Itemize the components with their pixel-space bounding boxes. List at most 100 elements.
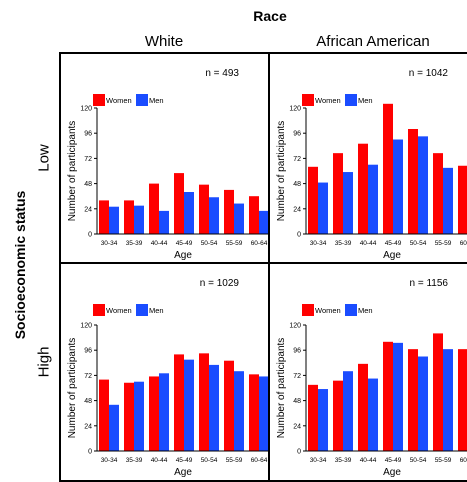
sample-size-label: n = 1042 <box>409 68 449 79</box>
bar-men <box>418 136 428 234</box>
legend-swatch-men <box>136 304 148 316</box>
legend-swatch-men <box>345 94 357 106</box>
panel-high-african-american: n = 1156 Women Men 30-34 35-39 40-44 45-49 50-5… <box>268 262 467 482</box>
bar-men <box>109 404 119 451</box>
legend-label-men: Men <box>358 96 373 105</box>
bar-women <box>124 200 134 234</box>
bar-women <box>124 382 134 451</box>
y-tick-label: 72 <box>293 156 301 163</box>
legend-label-men: Men <box>149 96 164 105</box>
bar-men <box>184 359 194 451</box>
bar-men <box>159 373 169 451</box>
x-tick-label: 35-39 <box>335 240 352 247</box>
bar-women <box>358 143 368 234</box>
y-axis-title: Number of participants <box>276 338 287 439</box>
row-header-high: High <box>35 346 53 378</box>
x-tick-label: 35-39 <box>335 457 352 464</box>
x-tick-label: 30-34 <box>101 240 118 247</box>
legend-label-women: Women <box>106 96 132 105</box>
bar-women <box>249 196 259 234</box>
x-tick-label: 40-44 <box>151 240 168 247</box>
bar-women <box>408 349 418 451</box>
bar-women <box>99 379 109 451</box>
y-tick-label: 120 <box>289 323 301 330</box>
bar-men <box>318 389 328 451</box>
legend-label-women: Women <box>106 306 132 315</box>
x-tick-label: 55-59 <box>226 457 243 464</box>
bar-men <box>234 203 244 234</box>
bar-chart-svg: n = 1156 Women Men 30-34 35-39 40-44 45-49 50-5… <box>276 278 467 478</box>
bar-men <box>393 139 403 234</box>
legend-swatch-men <box>136 94 148 106</box>
x-tick-label: 30-34 <box>101 457 118 464</box>
x-axis-title: Age <box>174 250 192 261</box>
x-tick-label: 45-49 <box>385 240 402 247</box>
x-tick-label: 55-59 <box>226 240 243 247</box>
y-tick-label: 0 <box>88 449 92 456</box>
bar-women <box>224 189 234 234</box>
bar-women <box>99 200 109 234</box>
bar-men <box>159 210 169 234</box>
y-tick-label: 120 <box>80 106 92 113</box>
bar-men <box>134 381 144 451</box>
x-axis-title: Age <box>383 467 401 478</box>
bar-women <box>249 374 259 451</box>
bar-women <box>308 166 318 234</box>
bar-women <box>458 165 467 234</box>
x-tick-label: 35-39 <box>126 240 143 247</box>
bar-women <box>333 153 343 234</box>
legend-label-women: Women <box>315 306 341 315</box>
y-tick-label: 96 <box>293 131 301 138</box>
y-tick-label: 0 <box>297 232 301 239</box>
y-tick-label: 0 <box>297 449 301 456</box>
bar-chart-svg: n = 1029 Women Men 30-34 35-39 40-44 45-49 50-5… <box>67 278 268 478</box>
bar-men <box>209 197 219 234</box>
bar-men <box>259 210 268 234</box>
y-tick-label: 96 <box>84 348 92 355</box>
sample-size-label: n = 1029 <box>200 278 240 289</box>
bar-women <box>199 353 209 451</box>
y-axis-title: Number of participants <box>276 121 287 222</box>
x-tick-label: 50-54 <box>201 240 218 247</box>
legend-swatch-women <box>93 304 105 316</box>
x-tick-label: 40-44 <box>151 457 168 464</box>
bar-men <box>443 167 453 234</box>
bar-men <box>234 371 244 451</box>
legend-swatch-men <box>345 304 357 316</box>
legend-swatch-women <box>93 94 105 106</box>
y-tick-label: 48 <box>293 398 301 405</box>
x-tick-label: 60-64 <box>251 240 268 247</box>
bar-men <box>184 192 194 234</box>
bar-women <box>383 103 393 234</box>
bar-men <box>343 371 353 451</box>
bar-women <box>199 184 209 234</box>
x-tick-label: 35-39 <box>126 457 143 464</box>
bar-women <box>358 363 368 451</box>
x-tick-label: 55-59 <box>435 240 452 247</box>
y-tick-label: 24 <box>84 423 92 430</box>
y-tick-label: 72 <box>84 156 92 163</box>
y-tick-label: 48 <box>84 181 92 188</box>
bar-men <box>393 342 403 451</box>
bar-men <box>443 349 453 451</box>
legend-swatch-women <box>302 304 314 316</box>
bar-women <box>224 360 234 451</box>
x-tick-label: 45-49 <box>385 457 402 464</box>
sample-size-label: n = 493 <box>205 68 239 79</box>
x-tick-label: 60-64 <box>460 240 467 247</box>
x-tick-label: 40-44 <box>360 457 377 464</box>
y-axis-title: Number of participants <box>67 338 78 439</box>
row-axis-title: Socioeconomic status <box>12 190 28 340</box>
y-tick-label: 72 <box>84 373 92 380</box>
bar-women <box>149 183 159 234</box>
legend-label-women: Women <box>315 96 341 105</box>
y-tick-label: 24 <box>293 206 301 213</box>
y-tick-label: 24 <box>293 423 301 430</box>
bar-men <box>343 172 353 234</box>
x-tick-label: 30-34 <box>310 240 327 247</box>
x-tick-label: 40-44 <box>360 240 377 247</box>
panel-low-african-american: n = 1042 Women Men 30-34 35-39 40-44 45-49 50-5… <box>268 52 467 264</box>
y-tick-label: 120 <box>289 106 301 113</box>
bar-men <box>318 182 328 234</box>
legend-label-men: Men <box>149 306 164 315</box>
